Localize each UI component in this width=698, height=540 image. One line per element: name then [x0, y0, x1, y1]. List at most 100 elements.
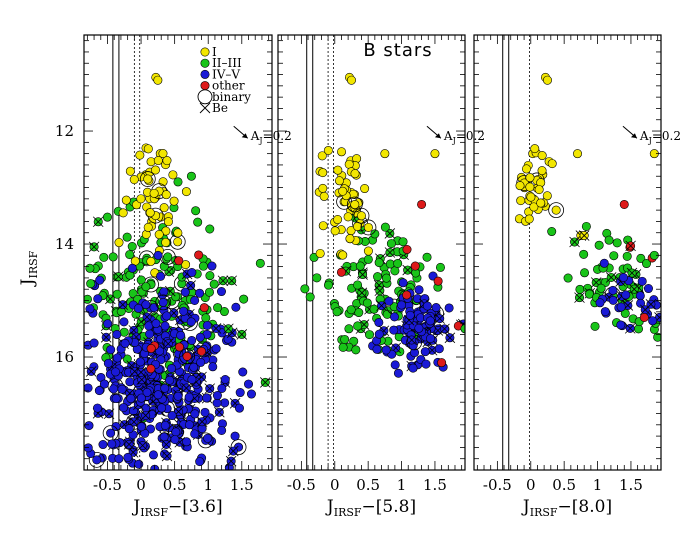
x-tick-label: 0	[526, 476, 536, 494]
data-point-iv-v	[196, 357, 206, 367]
data-point-iv-v	[408, 363, 418, 373]
binary-marker	[548, 202, 565, 219]
x-tick-label: 0.5	[163, 476, 187, 494]
reddening-arrowhead	[241, 133, 248, 139]
data-point-iv-v	[230, 431, 240, 441]
data-point-iv-v	[149, 303, 159, 313]
data-point-iv-v	[211, 344, 221, 354]
panel-frame	[277, 34, 466, 471]
be-marker	[161, 450, 173, 462]
data-point-iv-v	[189, 362, 199, 372]
be-marker	[141, 311, 153, 323]
be-marker	[439, 323, 450, 335]
data-point-ii-iii	[85, 263, 95, 273]
data-point-iv-v	[182, 437, 192, 447]
data-point-ii-iii	[127, 242, 137, 252]
data-point-ii-iii	[198, 261, 208, 271]
legend-label-other: other	[212, 79, 245, 93]
data-point-i	[334, 176, 344, 186]
data-point-iv-v	[103, 319, 113, 329]
reddening-label-main: A	[443, 129, 453, 143]
data-point-iv-v	[162, 311, 172, 321]
be-marker	[444, 332, 456, 344]
data-point-i	[318, 183, 328, 193]
be-marker	[196, 416, 208, 427]
data-point-iv-v	[173, 391, 183, 401]
data-point-iv-v	[398, 278, 408, 288]
data-point-iv-v	[125, 377, 135, 387]
data-point-ii-iii	[547, 227, 557, 237]
data-point-ii-iii	[186, 171, 196, 181]
be-marker	[605, 272, 617, 283]
data-point-i	[154, 230, 164, 240]
data-point-iv-v	[93, 403, 103, 413]
data-point-i	[356, 211, 366, 221]
data-point-ii-iii	[351, 345, 361, 355]
be-marker	[434, 313, 445, 324]
data-point-iv-v	[151, 319, 161, 329]
data-point-i	[168, 170, 178, 180]
data-point-i	[350, 169, 360, 179]
data-point-i	[161, 190, 171, 200]
data-point-iv-v	[112, 353, 122, 363]
data-point-i	[350, 199, 360, 209]
data-point-iv-v	[208, 362, 218, 372]
data-point-iv-v	[600, 307, 610, 317]
legend-label-iv-v: IV–V	[212, 67, 240, 81]
data-point-other	[174, 256, 184, 266]
data-point-iv-v	[220, 398, 230, 408]
x-axis-title: JIRSF−[3.6]	[131, 497, 222, 519]
data-point-ii-iii	[364, 330, 374, 340]
data-point-ii-iii	[112, 289, 122, 299]
legend-symbol-iv-v	[200, 69, 210, 79]
data-point-iv-v	[425, 334, 435, 344]
data-point-iv-v	[389, 325, 399, 335]
data-point-i	[121, 195, 131, 205]
data-point-other	[336, 267, 346, 277]
data-point-iv-v	[195, 332, 205, 342]
legend-symbol-binary	[197, 89, 213, 105]
be-marker	[160, 439, 172, 450]
data-point-iv-v	[231, 302, 241, 312]
x-tick-label: -0.5	[287, 476, 316, 494]
legend-label-be: Be	[212, 101, 228, 115]
x-axis-title-rest: −[8.0]	[558, 497, 613, 517]
data-point-other	[146, 364, 156, 374]
data-point-iv-v	[134, 459, 144, 469]
binary-marker	[360, 219, 377, 236]
data-point-iv-v	[202, 320, 212, 330]
data-point-i	[363, 246, 373, 256]
data-point-ii-iii	[653, 332, 661, 342]
data-point-ii-iii	[642, 259, 652, 269]
data-point-i	[380, 149, 390, 159]
x-axis-title-sub: IRSF	[334, 506, 362, 519]
data-point-iv-v	[405, 310, 415, 320]
data-point-iv-v	[374, 329, 384, 339]
data-point-iv-v	[234, 403, 244, 413]
data-point-i	[150, 165, 160, 175]
be-marker	[210, 323, 222, 334]
data-point-i	[163, 217, 173, 227]
data-point-ii-iii	[612, 238, 622, 248]
data-point-other	[639, 312, 649, 322]
data-point-iv-v	[390, 360, 400, 370]
data-point-iv-v	[99, 379, 109, 389]
data-point-iv-v	[422, 301, 432, 311]
legend-label-i: I	[212, 45, 217, 59]
data-point-ii-iii	[173, 177, 183, 187]
be-marker	[123, 439, 135, 450]
y-tick-label: 14	[55, 235, 74, 253]
data-point-ii-iii	[119, 327, 129, 337]
data-point-iv-v	[170, 435, 180, 445]
x-tick-label: 1.5	[423, 476, 447, 494]
data-point-iv-v	[107, 439, 117, 449]
data-point-iv-v	[414, 285, 424, 295]
x-tick-label: 1.5	[230, 476, 254, 494]
reddening-label-rest: =0.2	[263, 129, 292, 143]
be-marker	[374, 285, 386, 297]
data-point-ii-iii	[369, 304, 379, 314]
data-point-iv-v	[98, 440, 108, 450]
data-point-other	[194, 250, 204, 260]
be-marker	[135, 367, 147, 378]
be-marker	[113, 271, 124, 282]
